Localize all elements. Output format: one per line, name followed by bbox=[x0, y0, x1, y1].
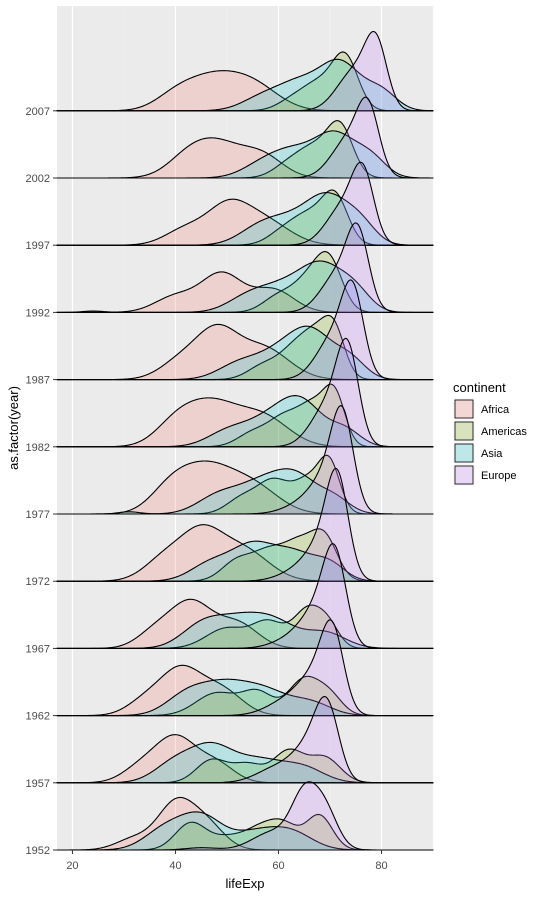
legend-title: continent bbox=[453, 380, 506, 395]
density-europe-1987 bbox=[56, 279, 434, 381]
density-europe-1957 bbox=[56, 695, 434, 784]
x-tick-label-60: 60 bbox=[272, 860, 284, 872]
legend-label-asia: Asia bbox=[481, 448, 503, 460]
y-tick-label-1987: 1987 bbox=[26, 375, 50, 387]
ridge-1977 bbox=[56, 405, 434, 515]
density-europe-1992 bbox=[56, 222, 434, 313]
legend-key-bg bbox=[452, 463, 476, 487]
y-axis: 1952 1957 1962 1967 1972 1977 1982 1987 1992 1997… bbox=[26, 106, 57, 857]
legend-label-americas: Americas bbox=[481, 426, 527, 438]
y-axis-title: as.factor(year) bbox=[6, 386, 21, 470]
density-europe-1977 bbox=[56, 405, 434, 515]
density-europe-1997 bbox=[56, 161, 434, 246]
ridge-1972 bbox=[56, 467, 434, 582]
density-europe-2007 bbox=[56, 30, 434, 112]
density-europe-1967 bbox=[56, 543, 434, 649]
y-tick-label-1952: 1952 bbox=[26, 845, 50, 857]
legend-label-europe: Europe bbox=[481, 470, 516, 482]
legend-swatch-asia bbox=[454, 443, 474, 463]
y-tick-label-1977: 1977 bbox=[26, 509, 50, 521]
ridge-1962 bbox=[56, 619, 434, 717]
x-axis: 20 40 60 80 bbox=[66, 850, 388, 872]
ridge-1957 bbox=[56, 695, 434, 784]
ridge-1987 bbox=[56, 279, 434, 381]
density-europe-2002 bbox=[56, 96, 434, 179]
legend: continent Africa Americas Asia Europe bbox=[452, 380, 527, 487]
y-tick-label-1982: 1982 bbox=[26, 442, 50, 454]
legend-swatch-europe bbox=[454, 465, 474, 485]
legend-label-africa: Africa bbox=[481, 404, 510, 416]
y-tick-label-2002: 2002 bbox=[26, 173, 50, 185]
x-tick-label-80: 80 bbox=[375, 860, 387, 872]
x-tick-label-20: 20 bbox=[66, 860, 78, 872]
density-ridges bbox=[56, 30, 434, 851]
legend-swatch-americas bbox=[454, 421, 474, 441]
density-europe-1952 bbox=[56, 781, 434, 851]
y-tick-label-2007: 2007 bbox=[26, 106, 50, 118]
y-tick-label-1962: 1962 bbox=[26, 711, 50, 723]
ridge-1992 bbox=[56, 222, 434, 313]
ridge-1982 bbox=[56, 337, 434, 448]
ridge-2002 bbox=[56, 96, 434, 179]
density-asia-1977 bbox=[56, 468, 434, 515]
density-europe-1972 bbox=[56, 467, 434, 582]
x-tick-label-40: 40 bbox=[169, 860, 181, 872]
y-tick-label-1967: 1967 bbox=[26, 643, 50, 655]
density-europe-1962 bbox=[56, 619, 434, 717]
ridge-1997 bbox=[56, 161, 434, 246]
y-tick-label-1992: 1992 bbox=[26, 307, 50, 319]
y-tick-label-1972: 1972 bbox=[26, 576, 50, 588]
ridge-2007 bbox=[56, 30, 434, 112]
ridge-1952 bbox=[56, 781, 434, 851]
legend-swatch-africa bbox=[454, 399, 474, 419]
x-axis-title: lifeExp bbox=[225, 876, 264, 891]
y-tick-label-1957: 1957 bbox=[26, 778, 50, 790]
density-europe-1982 bbox=[56, 337, 434, 448]
y-tick-label-1997: 1997 bbox=[26, 240, 50, 252]
